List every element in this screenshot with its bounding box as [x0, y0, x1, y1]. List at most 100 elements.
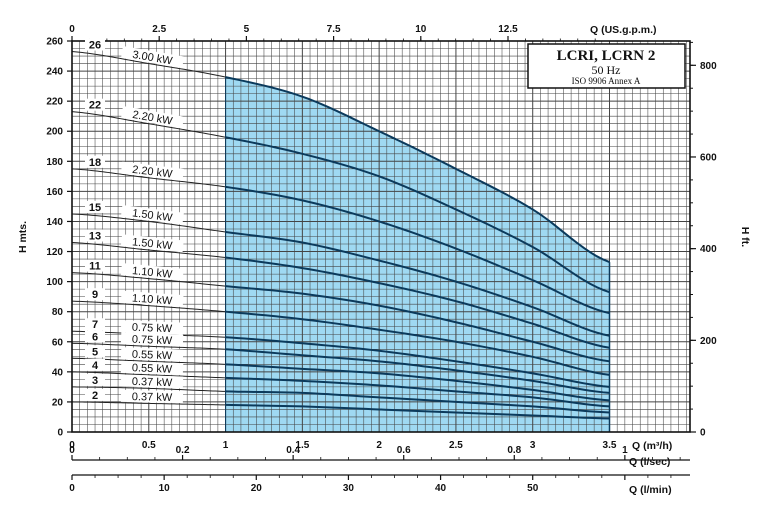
curve-thin-13 — [71, 242, 226, 259]
curve-26 — [225, 76, 610, 263]
x-top-tick-label: 5 — [244, 24, 250, 35]
power-label-group: 2.20 kW — [120, 161, 184, 181]
power-label-bg — [120, 332, 184, 347]
power-label-group: 0.37 kW — [120, 389, 184, 404]
power-label-group: 1.50 kW — [120, 205, 184, 225]
title-box-frame — [527, 43, 686, 89]
stage-label-bg — [85, 330, 105, 343]
power-label-group: 1.10 kW — [120, 263, 184, 281]
curve-11 — [225, 285, 610, 363]
chart-subtitle: 50 Hz — [592, 63, 621, 77]
y-left-tick-label: 100 — [46, 277, 63, 288]
x-top-tick-label: 0 — [69, 24, 75, 35]
x-axis-lmin-title: Q (l/min) — [629, 484, 672, 496]
y-left-tick-label: 200 — [46, 127, 63, 138]
stage-label-bg — [85, 388, 105, 401]
y-left-tick-label: 220 — [46, 97, 63, 108]
stage-label-bg — [85, 373, 105, 386]
y-left-tick-label: 160 — [46, 187, 63, 198]
curve-7 — [225, 336, 610, 388]
power-label-group: 2.20 kW — [121, 106, 185, 129]
stage-label-11: 11 — [89, 261, 101, 273]
x-m3h-tick-label: 1.5 — [295, 440, 309, 451]
power-label-7: 0.75 kW — [132, 322, 173, 336]
x-lmin-tick-label: 0 — [69, 483, 75, 494]
curve-thin-4 — [71, 371, 226, 379]
stage-label-bg — [85, 318, 105, 331]
power-label-22: 2.20 kW — [132, 109, 174, 128]
power-label-group: 3.00 kW — [121, 46, 185, 69]
x-ls-tick-label: 0.2 — [176, 445, 190, 456]
stage-label-bg — [85, 259, 105, 272]
power-label-bg — [120, 320, 184, 335]
x-m3h-tick-label: 2 — [376, 440, 382, 451]
power-label-bg — [120, 374, 184, 389]
curve-thin-2 — [71, 401, 226, 406]
stage-label-9: 9 — [92, 289, 98, 301]
stage-label-bg — [85, 345, 105, 358]
x-ls-tick-label: 0.4 — [286, 445, 300, 456]
x-m3h-tick-label: 3.5 — [603, 440, 617, 451]
y-left-tick-label: 80 — [52, 307, 64, 318]
power-label-3: 0.37 kW — [132, 376, 173, 389]
y-axis-left-title: H mts. — [17, 221, 29, 253]
y-left-tick-label: 120 — [46, 247, 63, 258]
stage-label-6: 6 — [92, 331, 98, 343]
plot-frame — [71, 40, 691, 433]
x-top-tick-label: 2.5 — [152, 24, 166, 35]
curve-thin-26 — [71, 51, 226, 78]
chart-standard: ISO 9906 Annex A — [572, 76, 641, 86]
curve-thin-11 — [71, 272, 226, 287]
y-left-tick-label: 140 — [46, 217, 63, 228]
curve-thin-18 — [71, 168, 226, 188]
curve-5 — [225, 363, 610, 402]
power-label-group: 0.37 kW — [120, 374, 184, 389]
power-label-bg — [120, 234, 184, 253]
curve-4 — [225, 376, 610, 408]
y-left-tick-label: 20 — [52, 397, 64, 408]
x-ls-tick-label: 0.8 — [507, 445, 521, 456]
power-label-group: 0.75 kW — [120, 332, 184, 347]
tick-labels: 0204060801001201401601802002202402600200… — [46, 24, 717, 494]
curve-6 — [225, 348, 610, 394]
curve-thin-22 — [71, 111, 226, 138]
y-left-tick-label: 260 — [46, 37, 63, 48]
x-m3h-tick-label: 1 — [223, 440, 229, 451]
curves — [71, 51, 611, 432]
stage-label-bg — [85, 98, 105, 111]
curve-13 — [225, 256, 610, 349]
power-label-group: 0.75 kW — [120, 320, 184, 336]
curve-22 — [225, 136, 610, 294]
power-label-13: 1.50 kW — [132, 236, 174, 252]
power-label-bg — [121, 46, 185, 69]
y-left-tick-label: 0 — [57, 428, 63, 439]
power-label-bg — [120, 389, 184, 404]
power-label-9: 1.10 kW — [132, 292, 174, 307]
power-label-bg — [120, 360, 184, 376]
y-left-tick-label: 60 — [52, 337, 64, 348]
power-label-4: 0.55 kW — [132, 362, 173, 376]
x-lmin-tick-label: 40 — [435, 483, 447, 494]
power-label-group: 1.50 kW — [120, 234, 184, 253]
power-label-group: 1.10 kW — [120, 290, 184, 307]
chart-title: LCRI, LCRN 2 — [557, 48, 656, 64]
x-axis-ls-title: Q (l/sec) — [629, 456, 670, 468]
x-ls-tick-label: 0.6 — [397, 445, 411, 456]
x-lmin-tick-label: 20 — [251, 483, 263, 494]
curve-thin-9 — [71, 300, 226, 313]
power-label-bg — [120, 347, 184, 362]
power-label-group: 0.55 kW — [120, 360, 184, 376]
stage-label-bg — [85, 288, 105, 301]
stage-label-bg — [85, 200, 105, 213]
x-axis-top-title: Q (US.g.p.m.) — [590, 24, 657, 36]
stage-label-bg — [85, 229, 105, 242]
power-label-group: 0.55 kW — [120, 347, 184, 363]
x-top-tick-label: 12.5 — [498, 24, 518, 35]
power-label-11: 1.10 kW — [132, 265, 174, 281]
x-lmin-tick-label: 30 — [343, 483, 355, 494]
x-lmin-tick-label: 10 — [159, 483, 171, 494]
y-right-tick-label: 600 — [700, 152, 717, 163]
power-label-5: 0.55 kW — [132, 349, 173, 363]
